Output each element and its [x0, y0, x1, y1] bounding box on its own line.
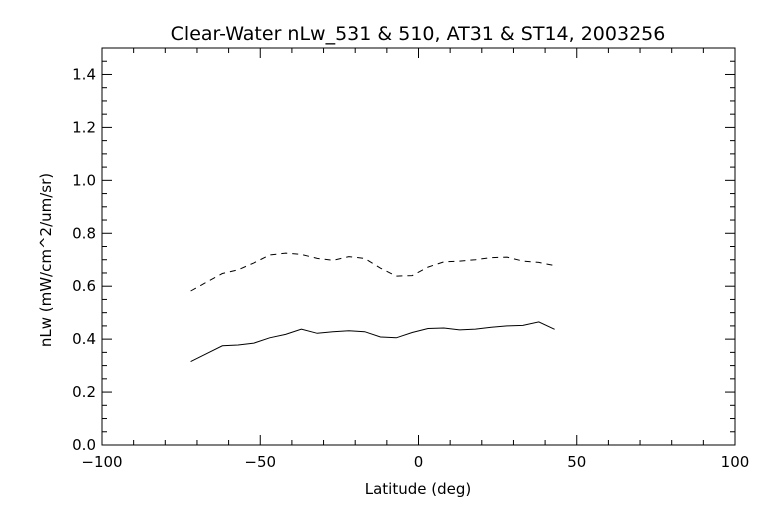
y-tick-label: 1.2 — [72, 118, 96, 136]
x-tick-label: 0 — [414, 453, 424, 471]
y-tick-label: 0.4 — [72, 330, 96, 348]
y-tick-label: 0.0 — [72, 436, 96, 454]
x-tick-label: 50 — [567, 453, 586, 471]
x-tick-label: −50 — [244, 453, 276, 471]
y-tick-label: 0.6 — [72, 277, 96, 295]
chart-title: Clear-Water nLw_531 & 510, AT31 & ST14, … — [171, 23, 666, 45]
x-axis-label: Latitude (deg) — [365, 480, 471, 498]
x-tick-label: 100 — [721, 453, 750, 471]
y-tick-label: 0.8 — [72, 224, 96, 242]
dashed-series-line — [190, 252, 555, 292]
x-tick-label: −100 — [81, 453, 122, 471]
y-axis-label: nLw (mW/cm^2/um/sr) — [37, 173, 55, 347]
y-tick-label: 1.4 — [72, 65, 96, 83]
solid-series-line — [190, 321, 555, 363]
y-tick-label: 0.2 — [72, 383, 96, 401]
y-tick-label: 1.0 — [72, 171, 96, 189]
plot-area: −100 −50 0 50 100 0.0 0.2 0.4 0.6 0.8 1.0 1.2 1.4 — [72, 47, 750, 471]
